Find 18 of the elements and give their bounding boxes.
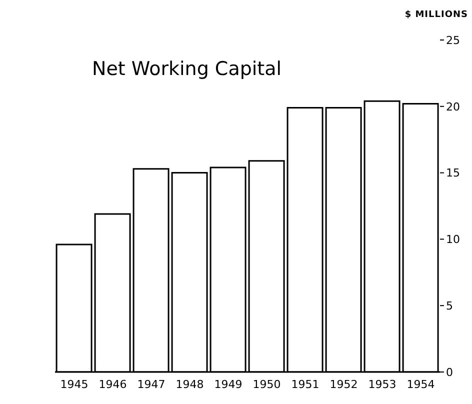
- x-tick-label: 1948: [176, 378, 204, 391]
- y-tick-label: 25: [446, 34, 460, 47]
- y-tick-label: 15: [446, 166, 460, 180]
- x-tick-label: 1947: [137, 378, 166, 391]
- x-tick-label: 1952: [330, 378, 358, 391]
- x-tick-label: 1953: [368, 378, 396, 391]
- y-tick-label: 20: [446, 100, 460, 114]
- x-tick-label: 1949: [214, 378, 242, 391]
- x-tick-label: 1950: [252, 378, 281, 391]
- y-tick-label: 0: [446, 366, 453, 379]
- x-tick-label: 1945: [60, 378, 88, 391]
- y-tick-label: 10: [446, 233, 460, 246]
- y-axis-title: $ MILLIONS: [404, 10, 468, 20]
- x-tick-label: 1951: [291, 378, 320, 391]
- x-tick-label: 1946: [98, 378, 127, 391]
- text: Net Working Capital: [92, 58, 282, 80]
- y-tick-label: 5: [446, 300, 453, 313]
- x-tick-label: 1954: [406, 378, 435, 391]
